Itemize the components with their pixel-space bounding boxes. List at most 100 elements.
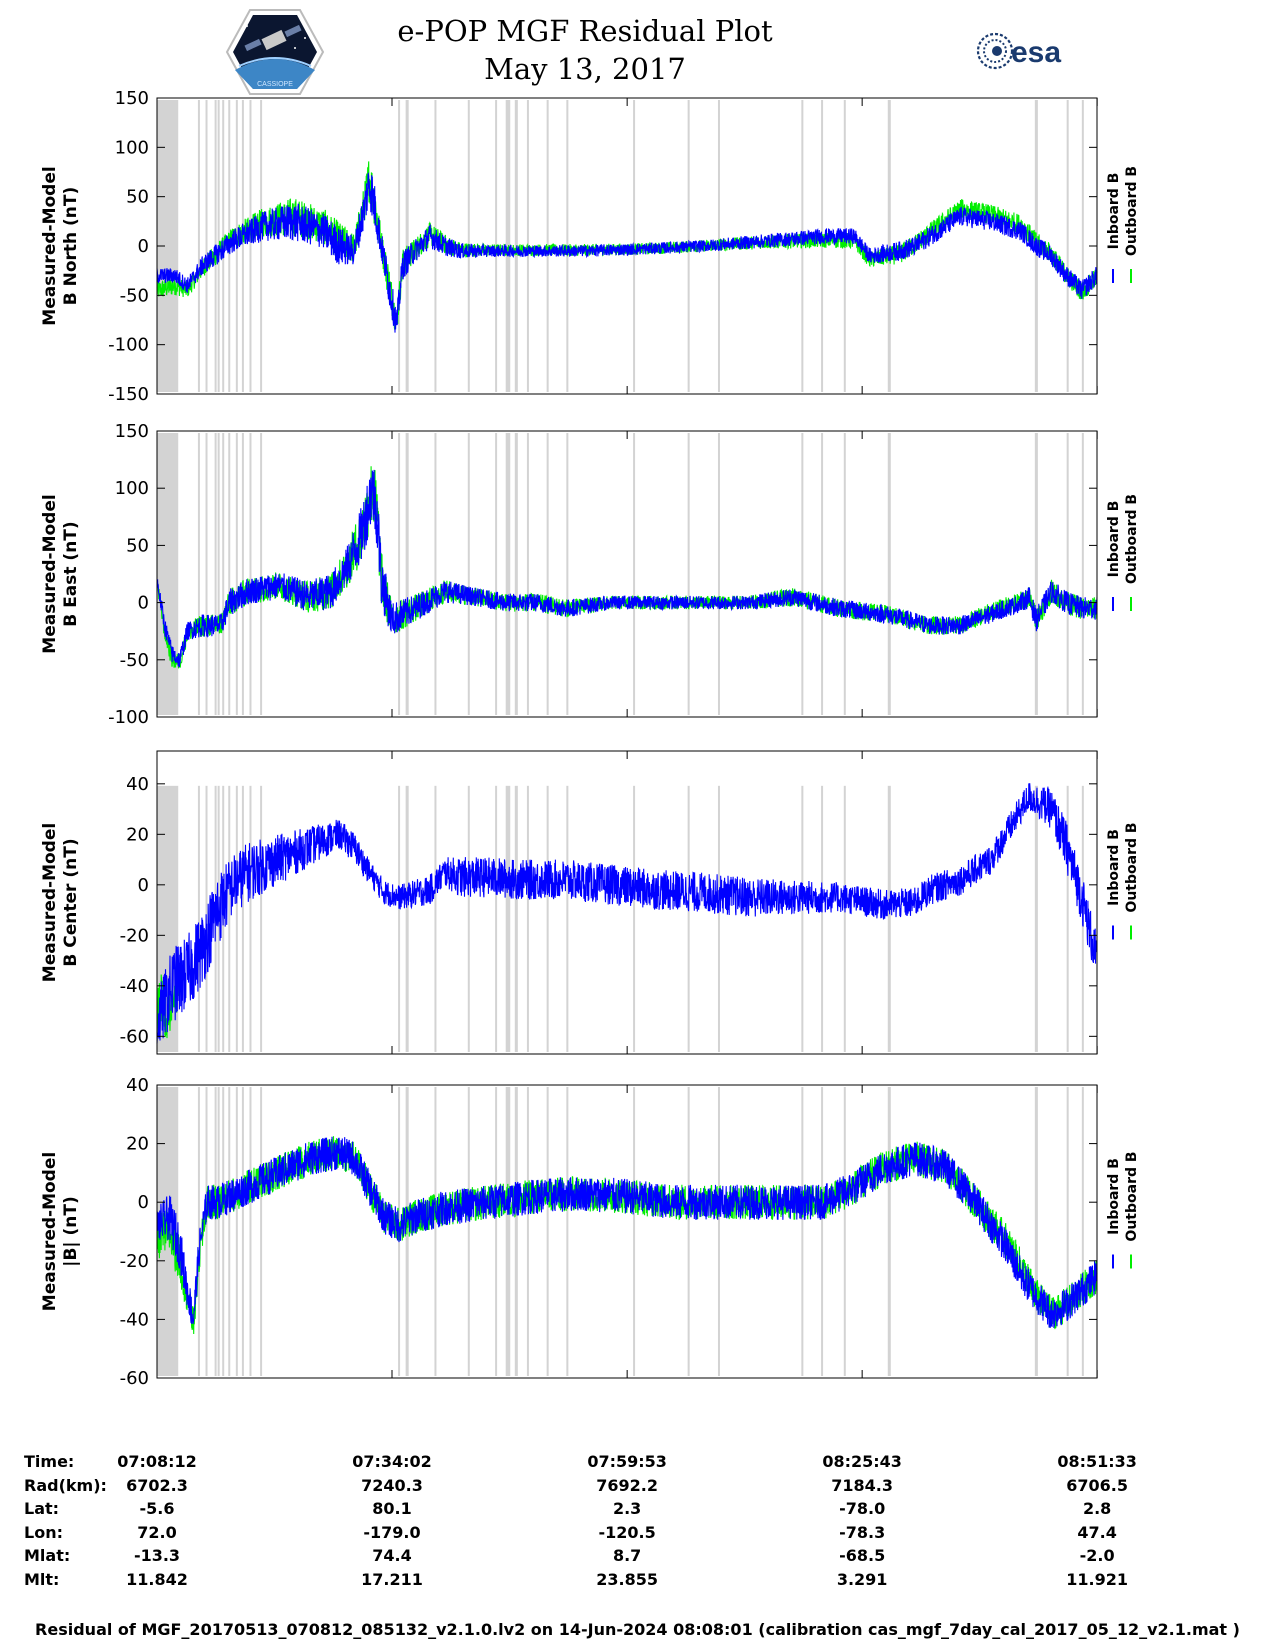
x-axis-info-table: Time: 07:08:12 07:34:02 07:59:53 08:25:43 08:… bbox=[0, 1452, 1275, 1602]
data-gap bbox=[214, 1087, 217, 1376]
data-gap bbox=[505, 785, 511, 1052]
info-cell: 72.0 bbox=[137, 1522, 177, 1542]
info-row-label: Mlat: bbox=[24, 1546, 71, 1565]
y-axis-label-line: Measured-Model bbox=[40, 1152, 60, 1311]
data-gap bbox=[260, 100, 263, 392]
data-gap bbox=[526, 433, 529, 715]
chart-date: May 13, 2017 bbox=[484, 52, 686, 86]
info-cell: 7692.2 bbox=[596, 1475, 659, 1495]
data-gap bbox=[633, 1087, 636, 1376]
y-tick-label: 0 bbox=[138, 875, 149, 896]
data-gap bbox=[505, 433, 511, 715]
data-gap bbox=[434, 785, 437, 1052]
info-cell: -68.5 bbox=[839, 1546, 886, 1565]
info-cell: 11.842 bbox=[126, 1569, 188, 1589]
esa-logo-icon: esa bbox=[976, 32, 1061, 70]
info-cell: 8.7 bbox=[612, 1546, 642, 1565]
y-axis-label: Measured-ModelB East (nT) bbox=[40, 494, 81, 653]
info-cell: 08:25:43 bbox=[822, 1452, 902, 1471]
esa-text: esa bbox=[1011, 36, 1061, 69]
y-axis-label: Measured-ModelB Center (nT) bbox=[40, 823, 81, 982]
info-cell: -13.3 bbox=[133, 1546, 181, 1565]
panel-4: 40 20 0 -20 -40 -60 Measured-Model|B| (nT) Inbo… bbox=[40, 1075, 1140, 1389]
info-cell: 6706.5 bbox=[1066, 1475, 1129, 1495]
legend-label: Inboard B bbox=[1106, 1158, 1122, 1235]
data-gap bbox=[495, 1087, 498, 1376]
info-row-label: Lon: bbox=[24, 1522, 63, 1542]
data-gap bbox=[495, 785, 498, 1052]
data-gap bbox=[633, 433, 636, 715]
y-tick-label: 0 bbox=[138, 593, 149, 614]
data-gap bbox=[514, 1087, 518, 1376]
data-gap bbox=[222, 433, 225, 715]
data-gap bbox=[887, 100, 891, 392]
data-gap bbox=[843, 433, 846, 715]
info-cell: 3.291 bbox=[836, 1569, 888, 1589]
data-gap bbox=[546, 1087, 549, 1376]
data-gap bbox=[546, 433, 549, 715]
plot-frame bbox=[156, 430, 1098, 718]
data-gap bbox=[687, 1087, 690, 1376]
y-tick-label: 0 bbox=[138, 236, 149, 257]
data-gap bbox=[687, 785, 690, 1052]
y-tick-label: -20 bbox=[120, 925, 149, 946]
data-gap bbox=[566, 1087, 569, 1376]
data-gap bbox=[887, 433, 891, 715]
data-gap bbox=[821, 1087, 824, 1376]
info-cell: 07:34:02 bbox=[352, 1452, 432, 1471]
info-cell: 23.855 bbox=[596, 1569, 659, 1589]
data-gap bbox=[1034, 785, 1038, 1052]
series-inboard bbox=[156, 469, 1098, 668]
data-gap bbox=[1081, 1087, 1084, 1376]
info-row-label: Time: bbox=[24, 1452, 75, 1471]
legend-label: Outboard B bbox=[1124, 822, 1140, 912]
data-gap bbox=[205, 1087, 208, 1376]
info-cell: 6702.3 bbox=[126, 1475, 188, 1495]
data-gap bbox=[249, 433, 252, 715]
data-gap bbox=[197, 785, 200, 1052]
data-gap bbox=[801, 100, 804, 392]
data-gap bbox=[1066, 100, 1069, 392]
data-gap bbox=[467, 785, 470, 1052]
data-gap bbox=[717, 785, 720, 1052]
data-gap bbox=[505, 100, 511, 392]
data-gap bbox=[235, 785, 238, 1052]
info-cell: 74.4 bbox=[372, 1546, 412, 1565]
data-gap bbox=[887, 785, 891, 1052]
logo-text: CASSIOPE bbox=[257, 81, 293, 88]
y-tick-label: -50 bbox=[120, 285, 149, 306]
legend-label: Inboard B bbox=[1106, 829, 1122, 906]
y-tick-label: 150 bbox=[115, 88, 149, 109]
data-gap bbox=[1066, 433, 1069, 715]
data-gap bbox=[514, 433, 518, 715]
data-gap bbox=[197, 433, 200, 715]
data-gap bbox=[217, 1087, 220, 1376]
data-gap bbox=[843, 785, 846, 1052]
info-cell: 11.921 bbox=[1066, 1569, 1129, 1589]
data-gap bbox=[546, 785, 549, 1052]
data-gap bbox=[205, 433, 208, 715]
legend-label: Inboard B bbox=[1106, 501, 1122, 578]
y-tick-label: -40 bbox=[120, 1309, 149, 1330]
data-gap bbox=[717, 433, 720, 715]
data-gap bbox=[241, 1087, 244, 1376]
data-gap bbox=[434, 433, 437, 715]
legend-label: Inboard B bbox=[1106, 173, 1122, 250]
y-axis-label-line: B East (nT) bbox=[61, 521, 81, 626]
data-gap bbox=[157, 100, 179, 392]
y-axis-label-line: |B| (nT) bbox=[61, 1196, 81, 1267]
info-row: Lon: 72.0 -179.0 -120.5 -78.3 47.4 bbox=[0, 1523, 1275, 1547]
data-gap bbox=[687, 433, 690, 715]
info-row: Time: 07:08:12 07:34:02 07:59:53 08:25:43 08:… bbox=[0, 1452, 1275, 1476]
y-tick-label: -150 bbox=[108, 384, 149, 405]
data-gap bbox=[821, 433, 824, 715]
data-gap bbox=[821, 785, 824, 1052]
y-tick-label: 20 bbox=[126, 824, 149, 845]
y-axis-label-line: Measured-Model bbox=[40, 166, 60, 325]
info-row-label: Lat: bbox=[24, 1499, 60, 1518]
series-outboard bbox=[156, 466, 1098, 669]
y-tick-label: -20 bbox=[120, 1251, 149, 1272]
panel-2: 150 100 50 0 -50 -100 Measured-ModelB East (nT… bbox=[40, 421, 1140, 728]
data-gap bbox=[546, 100, 549, 392]
